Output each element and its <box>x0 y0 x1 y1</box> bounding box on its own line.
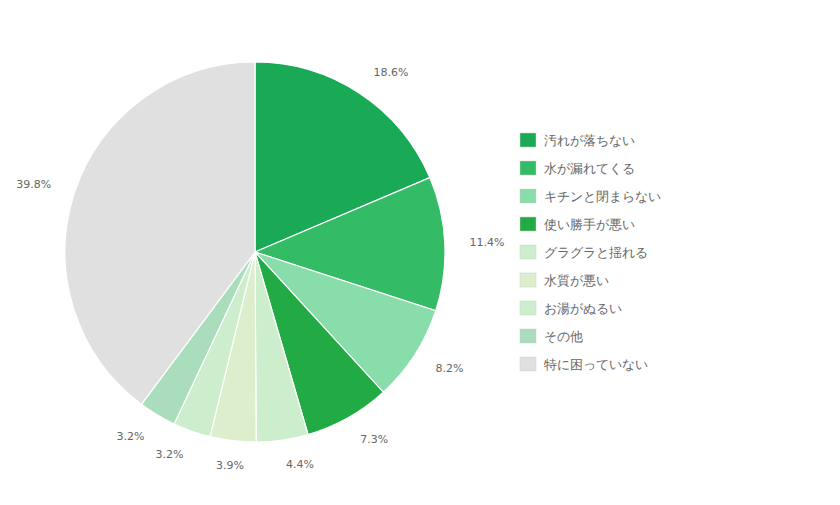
legend-swatch <box>520 189 536 203</box>
legend-swatch <box>520 329 536 343</box>
data-label: 3.2% <box>156 448 184 461</box>
slices <box>65 62 445 442</box>
data-label: 18.6% <box>373 66 408 79</box>
pie-slice <box>65 62 255 404</box>
legend-label: 特に困っていない <box>544 357 648 372</box>
data-label: 7.3% <box>360 433 388 446</box>
data-labels: 18.6% 11.4% 8.2% 7.3% 4.4% 3.9% 3.2% 3.2% 39.8% <box>16 66 504 471</box>
data-label: 3.2% <box>117 430 145 443</box>
data-label: 8.2% <box>436 362 464 375</box>
legend-label: 使い勝手が悪い <box>544 217 635 232</box>
legend-label: 水質が悪い <box>544 273 609 288</box>
legend-swatch <box>520 161 536 175</box>
legend-swatch <box>520 357 536 371</box>
legend-swatch <box>520 133 536 147</box>
data-label: 39.8% <box>16 178 51 191</box>
legend-swatch <box>520 217 536 231</box>
chart-svg: 18.6% 11.4% 8.2% 7.3% 4.4% 3.9% 3.2% 3.2% 39.8% 汚… <box>0 0 840 505</box>
legend-swatch <box>520 273 536 287</box>
legend: 汚れが落ちない水が漏れてくるキチンと閉まらない使い勝手が悪いグラグラと揺れる水質… <box>520 133 661 372</box>
chart-container: 18.6% 11.4% 8.2% 7.3% 4.4% 3.9% 3.2% 3.2% 39.8% 汚… <box>0 0 840 505</box>
legend-label: 水が漏れてくる <box>544 161 635 176</box>
legend-label: キチンと閉まらない <box>544 189 661 204</box>
legend-swatch <box>520 301 536 315</box>
legend-label: グラグラと揺れる <box>544 245 648 260</box>
data-label: 4.4% <box>286 458 314 471</box>
legend-label: 汚れが落ちない <box>544 133 635 148</box>
data-label: 3.9% <box>216 459 244 472</box>
pie-slice <box>255 252 308 442</box>
legend-swatch <box>520 245 536 259</box>
data-label: 11.4% <box>469 236 504 249</box>
legend-label: お湯がぬるい <box>544 301 622 316</box>
legend-label: その他 <box>544 329 583 344</box>
